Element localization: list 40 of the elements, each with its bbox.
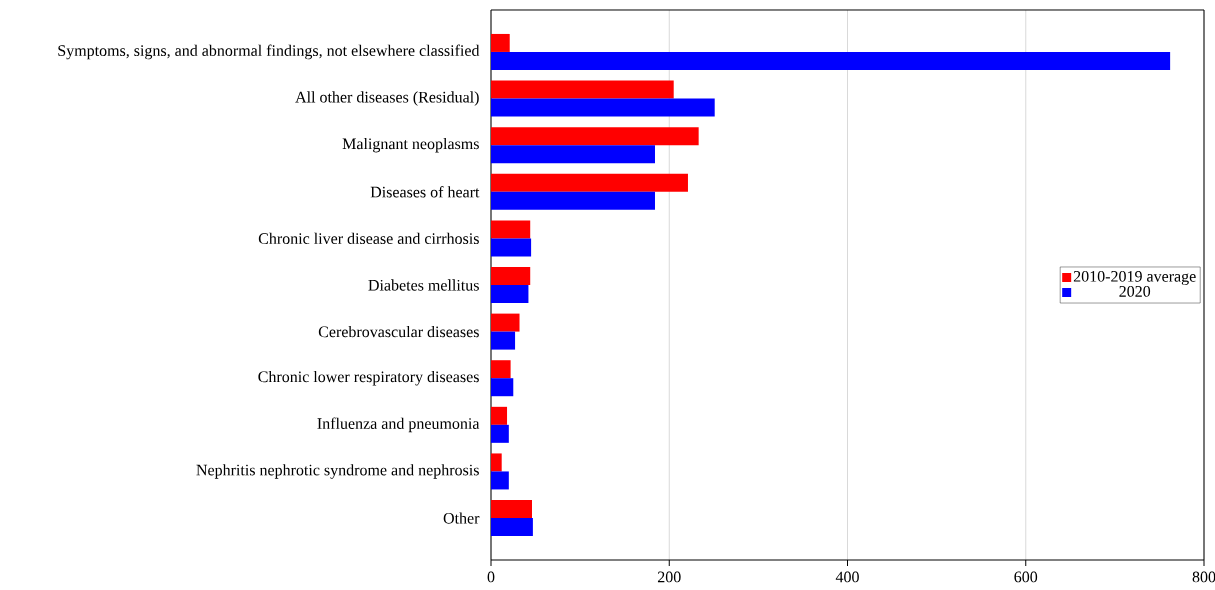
bar bbox=[491, 173, 688, 192]
bar bbox=[491, 238, 532, 257]
bar bbox=[491, 518, 533, 537]
y-tick-label: Chronic lower respiratory diseases bbox=[258, 370, 479, 386]
bar bbox=[491, 51, 1171, 70]
y-tick-label: Nephritis nephrotic syndrome and nephrosis bbox=[196, 464, 479, 479]
y-tick-label: Diabetes mellitus bbox=[368, 279, 479, 291]
x-tick-label: 0 bbox=[487, 571, 495, 583]
bar bbox=[491, 500, 532, 519]
y-tick-label: Cerebrovascular diseases bbox=[318, 325, 479, 338]
y-tick-label: Other bbox=[443, 512, 480, 524]
y-tick-label: Diseases of heart bbox=[370, 186, 480, 198]
y-tick-label: Influenza and pneumonia bbox=[317, 417, 480, 433]
x-tick-label: 400 bbox=[835, 571, 859, 583]
bar bbox=[491, 424, 509, 443]
y-tick-label: All other diseases (Residual) bbox=[295, 91, 479, 106]
bar bbox=[491, 331, 516, 350]
bar bbox=[491, 33, 510, 52]
bar bbox=[491, 98, 715, 117]
bar bbox=[491, 285, 529, 303]
x-tick-label: 600 bbox=[1014, 571, 1038, 583]
bar bbox=[491, 378, 514, 397]
bar bbox=[491, 80, 674, 99]
y-tick-label: Chronic liver disease and cirrhosis bbox=[258, 232, 479, 245]
legend-label: 2010-2019 average bbox=[1073, 270, 1196, 286]
bar bbox=[491, 471, 509, 490]
bar bbox=[491, 267, 531, 285]
bar bbox=[491, 360, 511, 379]
text: 2020 bbox=[1119, 285, 1151, 297]
bar bbox=[491, 145, 655, 164]
x-tick-label: 800 bbox=[1192, 571, 1215, 583]
bar bbox=[491, 220, 531, 239]
bar bbox=[491, 453, 502, 472]
x-tick-label: 200 bbox=[657, 571, 681, 583]
y-tick-label: Symptoms, signs, and abnormal findings, not elsewhere classified bbox=[58, 44, 480, 60]
bar bbox=[491, 191, 655, 210]
bar bbox=[491, 313, 520, 332]
bar bbox=[491, 406, 508, 425]
bar bbox=[491, 127, 699, 146]
y-tick-label: Malignant neoplasms bbox=[342, 137, 479, 153]
